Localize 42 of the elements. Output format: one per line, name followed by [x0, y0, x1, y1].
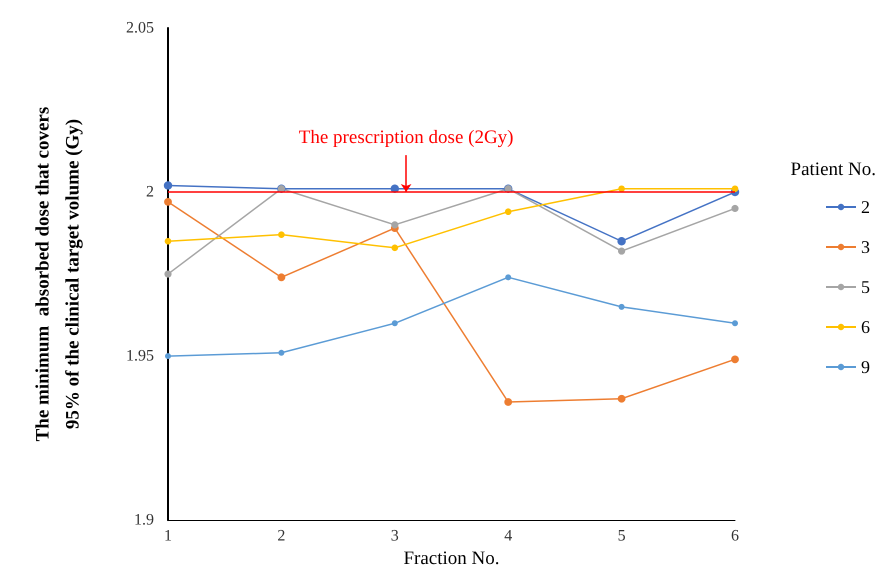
- point: [278, 350, 284, 356]
- legend-label: 2: [861, 197, 870, 217]
- point: [618, 304, 625, 310]
- y-tick-label: 1.9: [134, 512, 154, 529]
- legend-label: 3: [861, 237, 870, 257]
- point: [618, 394, 626, 403]
- annotation: The prescription dose (2Gy): [298, 127, 514, 148]
- point: [504, 208, 512, 216]
- legend-label: 5: [861, 277, 870, 297]
- point: [278, 231, 285, 238]
- point: [731, 204, 739, 212]
- x-tick-label: 3: [390, 528, 399, 545]
- point: [392, 244, 398, 252]
- point: [617, 237, 626, 246]
- x-tick-label: 1: [164, 528, 172, 545]
- x-tick-label: 5: [618, 528, 626, 545]
- legend-title: Patient No.: [790, 159, 876, 180]
- point: [164, 181, 172, 190]
- y-tick-label: 2.05: [126, 20, 154, 36]
- x-axis-title: Fraction No.: [403, 548, 500, 569]
- point: [732, 185, 738, 192]
- point: [164, 238, 172, 245]
- x-tick-label: 2: [277, 528, 286, 545]
- point: [278, 273, 286, 282]
- point: [164, 270, 172, 278]
- point: [618, 247, 626, 255]
- point: [392, 320, 398, 326]
- point: [165, 353, 171, 360]
- legend-label: 9: [861, 357, 870, 377]
- y-tick-label: 1.95: [126, 348, 154, 365]
- point: [505, 274, 512, 280]
- point: [731, 355, 739, 364]
- y-axis-title: The minimum absorbed dose that covers 95% of the clinical target volume (Gy): [32, 106, 84, 442]
- y-tick-label: 2: [146, 184, 154, 201]
- point: [618, 185, 625, 192]
- x-tick-label: 6: [731, 528, 739, 545]
- point: [391, 221, 398, 228]
- x-tick-label: 4: [504, 528, 512, 545]
- point: [164, 198, 172, 206]
- point: [504, 398, 512, 406]
- point: [732, 320, 738, 326]
- legend-label: 6: [861, 317, 870, 337]
